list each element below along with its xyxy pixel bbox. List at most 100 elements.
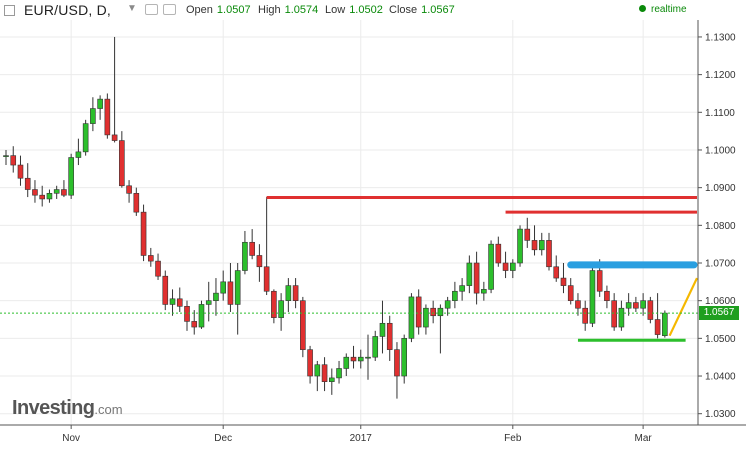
candle-up — [234, 270, 241, 305]
candle-down — [575, 300, 581, 309]
ohlc-close: Close 1.0567 — [389, 4, 455, 16]
candle-up — [488, 243, 494, 290]
y-tick-label: 1.0800 — [705, 221, 736, 232]
candle-down — [184, 306, 190, 322]
candle-up — [625, 302, 632, 309]
candle-down — [321, 364, 328, 382]
candle-up — [343, 356, 350, 369]
candle-down — [155, 260, 161, 277]
candle-up — [278, 300, 284, 318]
candle-up — [198, 304, 205, 328]
x-tick-label: Mar — [635, 433, 653, 444]
candle-down — [162, 275, 169, 305]
ohlc-high: High 1.0574 — [258, 4, 319, 16]
candle-down — [39, 194, 46, 200]
y-tick-label: 1.1300 — [705, 32, 736, 43]
candle-down — [10, 155, 17, 166]
candle-up — [314, 364, 321, 377]
candle-up — [97, 98, 103, 109]
collapse-icon[interactable] — [4, 5, 15, 16]
candle-up — [662, 312, 668, 337]
candle-down — [140, 211, 147, 256]
candle-up — [538, 240, 545, 251]
candle-down — [191, 321, 198, 328]
candle-up — [372, 336, 379, 358]
last-price-tag: 1.0567 — [699, 306, 739, 321]
candle-down — [582, 307, 589, 324]
candle-down — [633, 302, 639, 309]
candle-up — [357, 356, 364, 362]
candle-down — [430, 307, 436, 317]
candle-down — [292, 285, 299, 301]
candle-down — [271, 290, 277, 318]
candle-up — [336, 368, 342, 379]
candle-down — [17, 164, 24, 179]
candle-up — [75, 151, 82, 158]
candle-up — [328, 377, 335, 382]
candle-up — [213, 292, 219, 301]
y-tick-label: 1.0300 — [705, 409, 736, 420]
candle-down — [647, 300, 654, 320]
candle-down — [567, 285, 574, 301]
candle-up — [437, 307, 444, 317]
candle-down — [227, 281, 234, 305]
candle-down — [176, 298, 183, 307]
symbol-title[interactable]: EUR/USD, D, — [24, 2, 111, 18]
candle-down — [596, 270, 603, 292]
candle-up — [53, 189, 60, 194]
x-tick-label: Feb — [504, 433, 522, 444]
projection-line[interactable] — [668, 277, 698, 337]
x-tick-label: Dec — [214, 433, 232, 444]
candle-down — [531, 240, 538, 251]
investing-logo: Investing.com — [12, 397, 123, 419]
candle-down — [473, 262, 480, 294]
candle-down — [300, 300, 306, 350]
candle-up — [509, 262, 516, 271]
drawn-annotations[interactable] — [266, 195, 698, 342]
x-tick-label: 2017 — [350, 433, 373, 444]
candle-down — [32, 189, 38, 196]
y-tick-label: 1.0500 — [705, 334, 736, 345]
candle-up — [365, 356, 371, 359]
candle-down — [524, 228, 531, 241]
candle-up — [82, 123, 89, 153]
candle-down — [495, 243, 502, 264]
candle-up — [90, 108, 96, 124]
chevron-down-icon[interactable]: ▼ — [127, 3, 137, 14]
candle-up — [220, 281, 226, 294]
x-axis[interactable]: Nov Dec 2017 Feb Mar — [62, 425, 652, 444]
chart-toolbar: EUR/USD, D, ▼ Open 1.0507 High 1.0574 Low 1… — [0, 0, 746, 20]
ohlc-open: Open 1.0507 — [186, 4, 251, 16]
candle-down — [553, 266, 560, 279]
y-tick-label: 1.0700 — [705, 259, 736, 270]
candle-up — [46, 193, 53, 200]
candle-down — [119, 140, 125, 187]
candle-up — [589, 270, 596, 324]
candle-down — [604, 290, 610, 301]
candle-up — [640, 300, 646, 309]
candle-up — [423, 307, 429, 328]
candle-down — [350, 356, 357, 362]
settings-icon[interactable] — [145, 4, 158, 15]
ohlc-low: Low 1.0502 — [325, 4, 383, 16]
candle-down — [24, 177, 31, 190]
y-tick-label: 1.0400 — [705, 372, 736, 383]
candle-down — [307, 349, 313, 377]
candle-down — [256, 255, 263, 268]
y-tick-label: 1.1100 — [705, 108, 735, 119]
candle-up — [466, 262, 473, 286]
candlestick-series — [3, 36, 668, 399]
candle-down — [546, 240, 552, 268]
candle-up — [401, 338, 408, 377]
screenshot-icon[interactable] — [163, 4, 176, 15]
candle-up — [205, 300, 212, 305]
candle-down — [148, 255, 154, 262]
y-tick-label: 1.0900 — [705, 183, 736, 194]
candle-up — [452, 290, 458, 301]
candle-down — [263, 266, 270, 292]
live-dot-icon — [639, 4, 646, 12]
y-axis[interactable]: 1.1300 1.1200 1.1100 1.1000 1.0900 1.0800 1.07… — [698, 32, 736, 420]
candle-up — [379, 322, 386, 337]
x-tick-label: Nov — [62, 433, 80, 444]
